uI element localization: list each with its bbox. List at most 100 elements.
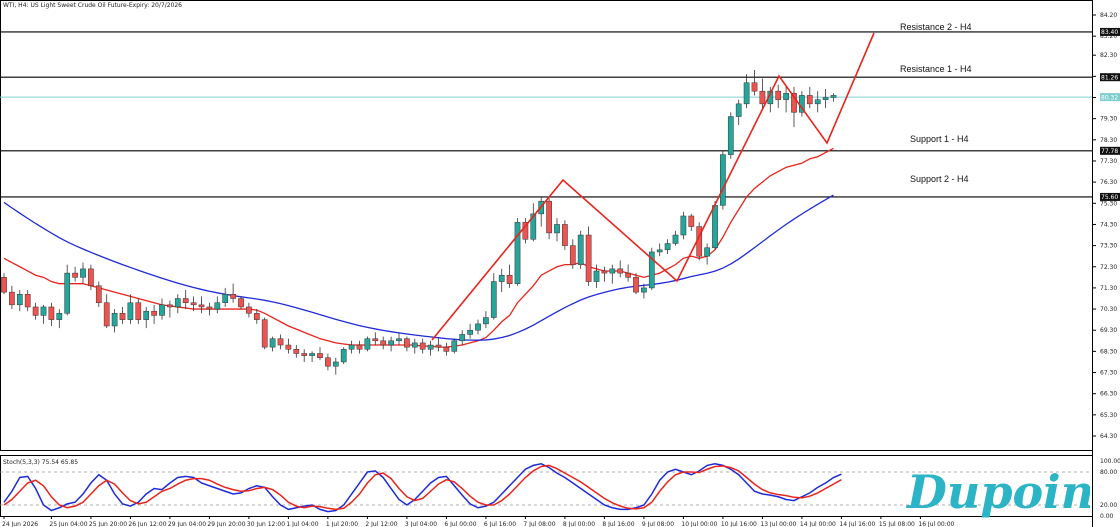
time-tick-label: 24 Jun 2026 <box>2 521 38 527</box>
time-tick-label: 6 Jul 00:00 <box>444 521 476 527</box>
candle <box>317 347 323 360</box>
level-price-label: 75.60 <box>1101 194 1118 201</box>
candle <box>64 264 71 316</box>
candle <box>364 336 371 352</box>
candle <box>483 311 489 329</box>
candle <box>404 336 410 352</box>
candle <box>569 239 576 269</box>
candle <box>625 264 631 282</box>
candle <box>103 294 110 329</box>
time-tick-label: 14 Jul 16:00 <box>839 521 875 527</box>
candle <box>238 296 244 310</box>
time-tick-label: 8 Jul 16:00 <box>602 521 634 527</box>
candle <box>680 211 687 240</box>
price-tick-label: 68.30 <box>1100 348 1117 355</box>
candle <box>340 347 347 365</box>
candle <box>230 283 236 303</box>
candle <box>435 338 442 352</box>
candle <box>222 287 229 307</box>
price-tick-label: 82.30 <box>1100 52 1117 59</box>
price-tick-label: 66.30 <box>1100 391 1117 398</box>
time-tick-label: 3 Jul 04:00 <box>405 521 437 527</box>
level-name: Support 2 - H4 <box>910 174 969 184</box>
time-tick-label: 29 Jun 20:00 <box>207 521 245 527</box>
candle <box>743 74 750 109</box>
candle <box>48 302 55 326</box>
time-tick-label: 1 Jul 20:00 <box>326 521 358 527</box>
time-tick-label: 7 Jul 08:00 <box>523 521 555 527</box>
candle <box>609 264 616 284</box>
stoch-tick-label: 0.00 <box>1100 513 1114 520</box>
candle <box>830 93 837 102</box>
candle <box>490 273 497 320</box>
candle <box>522 218 529 244</box>
level-price-label: 77.78 <box>1101 148 1118 155</box>
level-price-label: 83.40 <box>1101 29 1118 36</box>
candle <box>664 239 671 255</box>
ma-slow-line <box>3 194 834 341</box>
price-tick-label: 76.30 <box>1100 179 1117 186</box>
candle <box>759 78 766 109</box>
candle <box>206 302 213 316</box>
level-price-tag <box>1100 192 1120 201</box>
time-tick-label: 16 Jul 00:00 <box>918 521 954 527</box>
candle <box>277 334 284 350</box>
candle <box>822 89 829 109</box>
candle <box>214 296 221 314</box>
zigzag-pattern <box>431 32 875 341</box>
candle <box>506 264 513 288</box>
candle <box>356 340 363 354</box>
candle <box>40 304 47 324</box>
time-tick-label: 8 Jul 00:00 <box>563 521 595 527</box>
candle <box>720 150 726 210</box>
price-tick-label: 65.30 <box>1100 412 1117 419</box>
candle <box>174 294 181 314</box>
candle <box>672 230 679 246</box>
candle <box>806 86 813 109</box>
stoch-signal-line <box>3 464 842 511</box>
time-tick-label: 10 Jul 16:00 <box>721 521 757 527</box>
price-tick-label: 79.30 <box>1100 116 1117 123</box>
candle <box>538 196 545 227</box>
candle <box>182 290 189 310</box>
support-resistance-levels <box>0 31 1092 198</box>
candle <box>80 262 86 284</box>
time-tick-label: 25 Jun 04:00 <box>49 521 87 527</box>
candle <box>775 84 782 109</box>
chart-title: WTI, H4: US Light Sweet Crude Oil Future… <box>3 2 182 9</box>
level-name: Support 1 - H4 <box>910 134 969 144</box>
level-name: Resistance 2 - H4 <box>900 22 972 32</box>
stoch-tick-label: 100.00 <box>1100 458 1120 465</box>
candle <box>72 266 78 282</box>
candle <box>411 338 418 354</box>
candle <box>135 298 142 324</box>
current-price-label: 80.32 <box>1101 94 1118 101</box>
candle <box>601 266 608 282</box>
candle <box>190 296 197 312</box>
price-tick-label: 69.30 <box>1100 327 1117 334</box>
candle <box>198 296 205 314</box>
price-tick-label: 72.30 <box>1100 264 1117 271</box>
candle <box>332 357 339 375</box>
candle <box>253 309 260 324</box>
price-tick-label: 75.30 <box>1100 200 1117 207</box>
candle <box>348 340 355 354</box>
time-tick-label: 1 Jul 04:00 <box>286 521 318 527</box>
candle <box>261 317 268 350</box>
stochastic-oscillator: 100.00 80.00 20.00 0.00 <box>0 458 1120 520</box>
price-tick-label: 70.30 <box>1100 306 1117 313</box>
candle <box>151 304 157 324</box>
candle <box>419 338 426 354</box>
time-tick-label: 9 Jul 08:00 <box>642 521 674 527</box>
candle <box>546 196 552 240</box>
candle <box>1 273 7 295</box>
candle <box>577 230 584 269</box>
candle <box>325 353 331 371</box>
candle <box>727 112 734 159</box>
time-tick-label: 6 Jul 16:00 <box>484 521 516 527</box>
candle <box>467 323 473 339</box>
candles <box>1 70 837 375</box>
candle <box>459 330 466 346</box>
